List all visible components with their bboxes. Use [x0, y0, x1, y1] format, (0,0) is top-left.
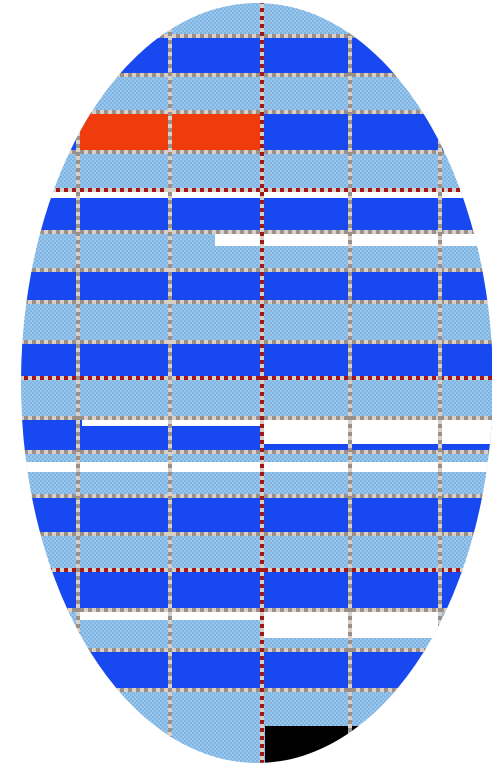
stitch-line-horizontal: [21, 416, 492, 420]
stitch-line-horizontal: [21, 494, 492, 498]
stitch-line-horizontal: [21, 532, 492, 536]
red-rule-line: [21, 376, 492, 380]
band-dark-blue: [21, 570, 492, 610]
band-stipple: [21, 152, 492, 190]
band-stipple: [21, 378, 492, 418]
stitch-line-horizontal: [21, 688, 492, 692]
red-rule-line: [21, 568, 492, 572]
stitch-line-vertical: [348, 3, 352, 763]
band-stipple: [21, 690, 492, 763]
stitch-line-horizontal: [21, 608, 492, 612]
band-dark-blue: [21, 270, 492, 302]
band-dark-blue: [21, 342, 492, 378]
stitch-line-horizontal: [21, 110, 492, 114]
band-dark-blue: [21, 36, 492, 75]
band-dark-blue: [21, 650, 492, 690]
band-dark-blue: [21, 496, 492, 534]
stitch-line-horizontal: [21, 73, 492, 77]
band-stipple: [21, 3, 492, 36]
band-stipple: [21, 534, 492, 570]
white-strip: [21, 462, 492, 472]
red-rule-line-vertical: [260, 3, 264, 763]
white-strip: [262, 418, 492, 444]
stitch-line-horizontal: [21, 268, 492, 272]
stitch-line-horizontal: [21, 450, 492, 454]
stitch-line-horizontal: [21, 648, 492, 652]
white-strip: [21, 190, 492, 198]
stitch-line-horizontal: [21, 34, 492, 38]
stitch-line-vertical: [76, 3, 80, 763]
black-block: [265, 726, 492, 763]
red-rule-line: [21, 188, 492, 192]
stitch-line-horizontal: [21, 150, 492, 154]
stitch-line-vertical: [438, 3, 442, 763]
stitch-line-horizontal: [21, 300, 492, 304]
stitch-line-horizontal: [21, 230, 492, 234]
band-stipple: [21, 302, 492, 342]
stitch-line-horizontal: [21, 340, 492, 344]
stitch-line-vertical: [168, 3, 172, 763]
band-stipple: [21, 75, 492, 112]
band-stipple: [21, 452, 492, 496]
